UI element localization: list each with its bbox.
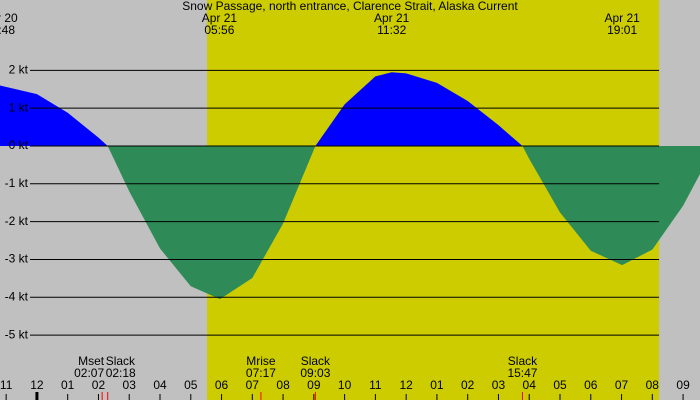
x-tick-label: 08 (646, 378, 660, 392)
event-time: 02:07 (74, 366, 104, 380)
x-tick-label: 10 (338, 378, 352, 392)
y-tick-label: 2 kt (9, 63, 29, 77)
x-tick-label: 03 (123, 378, 137, 392)
y-tick-label: -4 kt (5, 289, 29, 303)
x-tick-label: 09 (676, 378, 690, 392)
extreme-date: Apr 21 (202, 11, 238, 25)
event-time: 02:18 (106, 366, 136, 380)
event-label: Slack (508, 354, 538, 368)
flood-area (0, 72, 700, 146)
x-tick-label: 03 (492, 378, 506, 392)
extreme-time: 05:56 (204, 23, 234, 37)
x-tick-label: 05 (184, 378, 198, 392)
y-tick-label: 0 kt (9, 138, 29, 152)
y-tick-label: -3 kt (5, 252, 29, 266)
event-time: 07:17 (246, 366, 276, 380)
x-tick-label: 07 (615, 378, 629, 392)
event-label: Slack (301, 354, 331, 368)
x-tick-label: 11 (369, 378, 382, 392)
x-tick-label: 06 (215, 378, 229, 392)
x-tick-label: 09 (307, 378, 321, 392)
x-tick-label: 01 (430, 378, 444, 392)
x-tick-label: 12 (30, 378, 44, 392)
event-label: Mrise (246, 354, 276, 368)
y-tick-label: -5 kt (5, 327, 29, 341)
x-tick-label: 11 (0, 378, 13, 392)
event-time: 09:03 (300, 366, 330, 380)
x-tick-label: 12 (399, 378, 413, 392)
x-tick-label: 06 (584, 378, 598, 392)
chart-title: Snow Passage, north entrance, Clarence S… (182, 0, 518, 13)
extreme-time: 22:48 (0, 23, 15, 37)
x-tick-label: 07 (246, 378, 260, 392)
extreme-time: 11:32 (377, 23, 406, 37)
x-tick-label: 05 (553, 378, 567, 392)
x-tick-label: 04 (523, 378, 537, 392)
extreme-time: 19:01 (607, 23, 637, 37)
event-time: 15:47 (507, 366, 537, 380)
x-tick-label: 02 (92, 378, 106, 392)
x-tick-label: 01 (61, 378, 75, 392)
x-tick-label: 02 (461, 378, 475, 392)
extreme-date: Apr 21 (604, 11, 640, 25)
x-tick-label: 04 (153, 378, 167, 392)
extreme-date: Apr 21 (374, 11, 410, 25)
x-tick-label: 08 (276, 378, 290, 392)
extreme-date: Apr 20 (0, 11, 18, 25)
event-label: Slack (106, 354, 136, 368)
y-tick-label: -1 kt (5, 176, 29, 190)
y-tick-label: 1 kt (9, 100, 29, 114)
y-tick-label: -2 kt (5, 214, 29, 228)
event-label: Mset (78, 354, 105, 368)
